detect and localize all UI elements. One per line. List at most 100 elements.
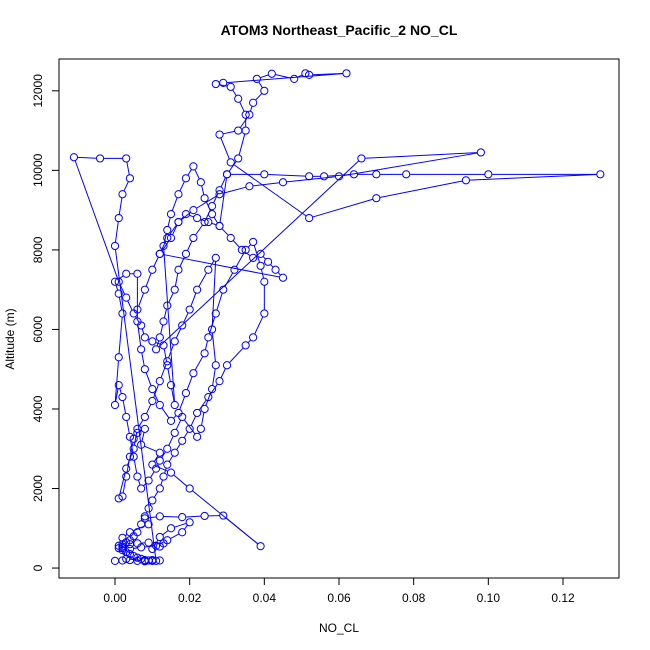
data-point <box>256 542 265 551</box>
y-tick-label: 8000 <box>31 236 45 263</box>
series-segment <box>220 177 226 188</box>
series-segment <box>168 435 174 446</box>
series-segment <box>163 308 167 319</box>
series-segment <box>196 195 217 209</box>
series-segment <box>221 228 229 236</box>
data-point <box>252 74 261 83</box>
data-point <box>140 333 149 342</box>
series-segment <box>175 419 182 430</box>
data-point <box>166 468 176 477</box>
data-point <box>200 217 209 227</box>
series-segment <box>153 256 159 267</box>
data-point <box>129 552 138 561</box>
data-point <box>125 174 135 183</box>
series-segment <box>174 522 187 528</box>
data-point <box>596 170 605 179</box>
series-segment <box>179 396 186 410</box>
series-segment <box>141 328 145 335</box>
series-segment <box>127 300 133 311</box>
data-point <box>163 460 172 469</box>
data-point <box>305 172 314 181</box>
series-segment <box>133 547 138 549</box>
series-segment <box>122 480 127 494</box>
series-segment <box>141 352 145 366</box>
series-segment <box>190 292 197 307</box>
data-point <box>260 170 269 179</box>
series-segment <box>174 273 179 287</box>
series-segment <box>277 272 281 276</box>
data-point <box>249 253 258 262</box>
series-segment <box>122 400 127 414</box>
series-segment <box>173 474 188 487</box>
data-point <box>118 309 127 318</box>
series-segment <box>118 317 123 354</box>
series-segment <box>252 182 280 187</box>
data-point <box>189 162 198 171</box>
series-segment <box>176 443 181 450</box>
y-axis-label: Altitude (m) <box>3 308 17 369</box>
data-point <box>122 412 131 422</box>
data-point <box>174 265 183 274</box>
data-point <box>155 448 164 457</box>
series-segment <box>160 324 164 335</box>
data-point <box>357 154 366 163</box>
data-point <box>241 245 250 254</box>
series-segment <box>183 419 196 435</box>
data-point <box>249 333 258 342</box>
series-segment <box>232 240 240 248</box>
data-point <box>174 217 183 227</box>
series-segment <box>172 225 178 235</box>
data-point <box>267 69 276 78</box>
series-segment <box>219 177 227 223</box>
data-point <box>110 277 120 286</box>
series-segment <box>213 216 219 224</box>
series-segment <box>183 312 189 323</box>
series-segment <box>201 185 205 195</box>
data-point <box>245 110 254 119</box>
series-segment <box>198 272 208 287</box>
data-point <box>133 472 142 481</box>
series-segment <box>194 356 204 371</box>
data-point <box>155 400 164 410</box>
data-point <box>137 520 146 529</box>
data-point <box>241 110 250 119</box>
series-segment <box>137 324 142 346</box>
data-point <box>256 261 265 270</box>
series-segment <box>153 491 159 498</box>
data-point <box>114 381 123 390</box>
data-point <box>234 94 243 103</box>
series-segment <box>232 89 237 96</box>
series-segment <box>163 254 280 278</box>
data-point <box>461 176 471 185</box>
series-segment <box>260 74 269 79</box>
chart-title: ATOM3 Northeast_Pacific_2 NO_CL <box>221 22 458 38</box>
data-point <box>166 416 176 426</box>
data-point <box>170 428 179 437</box>
data-point <box>215 377 224 386</box>
data-point <box>133 269 142 278</box>
data-point <box>237 245 247 254</box>
data-point <box>159 317 168 326</box>
series-segment <box>137 479 141 486</box>
series-segment <box>239 117 248 128</box>
data-point <box>118 392 127 402</box>
data-point <box>234 126 243 135</box>
series-segment <box>163 348 168 362</box>
data-point <box>185 305 194 314</box>
data-point <box>140 412 149 422</box>
series-segment <box>167 217 171 227</box>
data-point <box>226 233 235 243</box>
series-segment <box>163 515 179 518</box>
data-point <box>174 190 183 199</box>
data-point <box>137 321 146 330</box>
data-point <box>278 178 288 187</box>
data-point <box>290 74 299 83</box>
data-point <box>219 511 228 520</box>
data-point <box>207 384 217 394</box>
series-segment <box>167 368 171 382</box>
series-layer <box>69 69 605 566</box>
data-point <box>137 554 146 564</box>
data-point <box>163 536 172 545</box>
